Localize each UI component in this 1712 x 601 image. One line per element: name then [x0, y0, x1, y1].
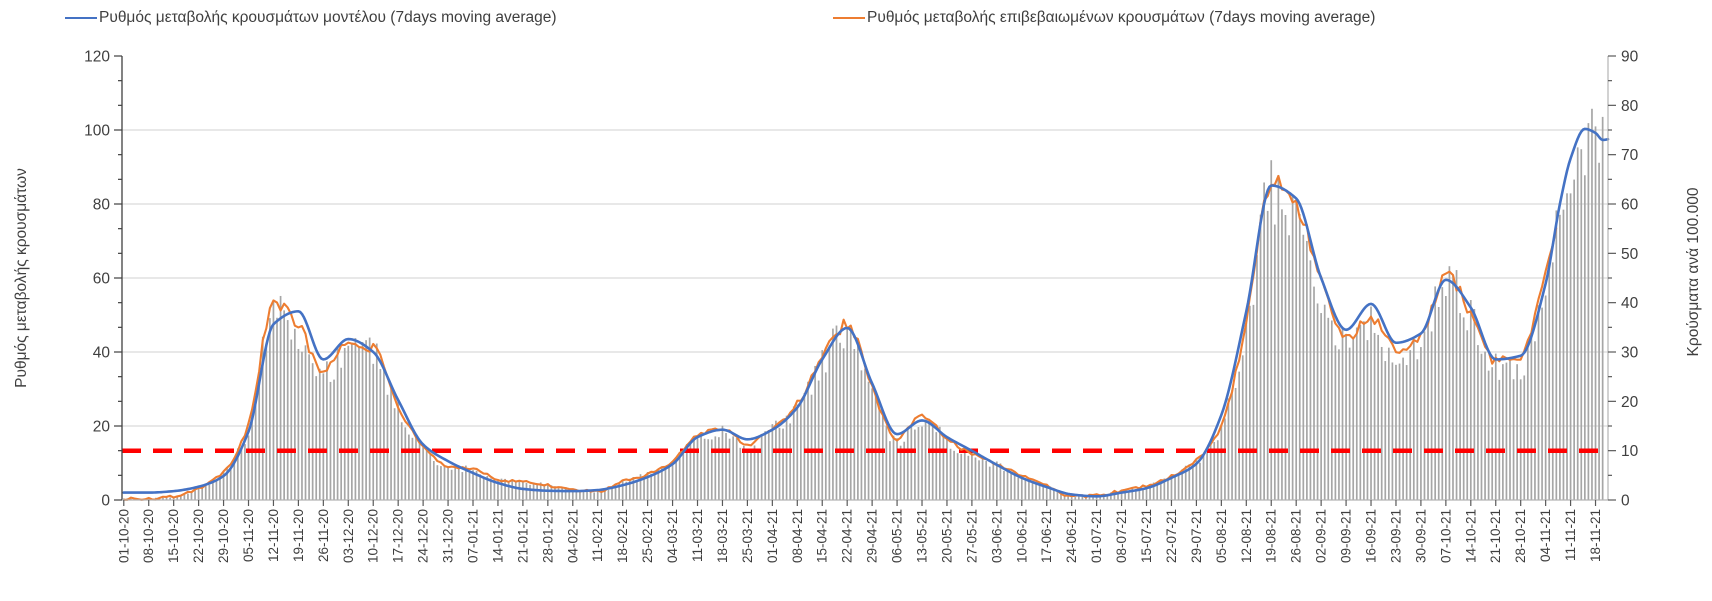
svg-text:19-08-21: 19-08-21: [1264, 509, 1279, 563]
svg-text:04-02-21: 04-02-21: [565, 509, 580, 563]
svg-text:90: 90: [1621, 49, 1639, 66]
svg-text:28-01-21: 28-01-21: [540, 509, 555, 563]
svg-text:22-04-21: 22-04-21: [840, 509, 855, 563]
svg-text:01-07-21: 01-07-21: [1089, 509, 1104, 563]
svg-text:12-11-20: 12-11-20: [266, 509, 281, 562]
svg-text:50: 50: [1621, 246, 1639, 263]
svg-text:18-02-21: 18-02-21: [615, 509, 630, 563]
svg-text:12-08-21: 12-08-21: [1239, 509, 1254, 563]
svg-text:04-11-21: 04-11-21: [1538, 509, 1553, 562]
svg-text:29-04-21: 29-04-21: [865, 509, 880, 563]
svg-text:06-05-21: 06-05-21: [890, 509, 905, 563]
svg-text:07-10-21: 07-10-21: [1438, 509, 1453, 563]
svg-text:04-03-21: 04-03-21: [665, 509, 680, 563]
svg-text:30: 30: [1621, 345, 1639, 362]
svg-text:17-06-21: 17-06-21: [1039, 509, 1054, 563]
svg-text:10: 10: [1621, 443, 1639, 460]
svg-text:20: 20: [93, 419, 111, 436]
svg-text:13-05-21: 13-05-21: [915, 509, 930, 563]
confirmed-line-swatch: [833, 16, 865, 20]
svg-text:14-10-21: 14-10-21: [1463, 509, 1478, 563]
svg-text:02-09-21: 02-09-21: [1314, 509, 1329, 563]
svg-text:11-11-21: 11-11-21: [1563, 509, 1578, 561]
svg-text:20: 20: [1621, 394, 1639, 411]
svg-text:100: 100: [84, 123, 110, 140]
svg-text:01-04-21: 01-04-21: [765, 509, 780, 563]
svg-text:03-12-20: 03-12-20: [341, 509, 356, 563]
svg-text:29-10-20: 29-10-20: [216, 509, 231, 563]
model-line: [122, 127, 1610, 498]
svg-text:10-06-21: 10-06-21: [1014, 509, 1029, 563]
svg-text:21-01-21: 21-01-21: [515, 509, 530, 563]
svg-text:20-05-21: 20-05-21: [939, 509, 954, 563]
svg-text:15-04-21: 15-04-21: [815, 509, 830, 563]
svg-text:18-11-21: 18-11-21: [1588, 509, 1603, 562]
svg-text:29-07-21: 29-07-21: [1189, 509, 1204, 563]
model-line-swatch: [65, 16, 97, 20]
svg-text:11-02-21: 11-02-21: [590, 509, 605, 562]
svg-text:24-06-21: 24-06-21: [1064, 509, 1079, 563]
svg-text:23-09-21: 23-09-21: [1388, 509, 1403, 563]
svg-text:80: 80: [93, 197, 111, 214]
svg-text:31-12-20: 31-12-20: [441, 509, 456, 563]
svg-text:0: 0: [101, 493, 110, 510]
svg-text:26-08-21: 26-08-21: [1289, 509, 1304, 563]
svg-text:08-10-20: 08-10-20: [141, 509, 156, 563]
svg-text:15-07-21: 15-07-21: [1139, 509, 1154, 563]
svg-text:16-09-21: 16-09-21: [1364, 509, 1379, 563]
svg-text:28-10-21: 28-10-21: [1513, 509, 1528, 563]
svg-text:15-10-20: 15-10-20: [166, 509, 181, 563]
svg-text:60: 60: [93, 271, 111, 288]
svg-text:60: 60: [1621, 197, 1639, 214]
svg-text:17-12-20: 17-12-20: [391, 509, 406, 563]
x-axis-labels: 01-10-20 08-10-20 15-10-20 22-10-20 29-10-20…: [116, 500, 1603, 563]
svg-text:25-03-21: 25-03-21: [740, 509, 755, 563]
svg-text:40: 40: [1621, 295, 1639, 312]
svg-text:03-06-21: 03-06-21: [989, 509, 1004, 563]
svg-text:30-09-21: 30-09-21: [1413, 509, 1428, 563]
svg-text:22-07-21: 22-07-21: [1164, 509, 1179, 563]
axes: [114, 55, 1616, 501]
svg-text:24-12-20: 24-12-20: [416, 509, 431, 563]
svg-text:01-10-20: 01-10-20: [116, 509, 131, 563]
svg-text:27-05-21: 27-05-21: [964, 509, 979, 563]
svg-text:19-11-20: 19-11-20: [291, 509, 306, 562]
legend-label-confirmed: Ρυθμός μεταβολής επιβεβαιωμένων κρουσμάτ…: [867, 9, 1376, 26]
svg-text:80: 80: [1621, 98, 1639, 115]
svg-text:21-10-21: 21-10-21: [1488, 509, 1503, 563]
svg-text:18-03-21: 18-03-21: [715, 509, 730, 563]
svg-text:09-09-21: 09-09-21: [1339, 509, 1354, 563]
svg-text:10-12-20: 10-12-20: [366, 509, 381, 563]
svg-text:40: 40: [93, 345, 111, 362]
svg-text:14-01-21: 14-01-21: [490, 509, 505, 563]
daily-cases-bars: [122, 108, 1604, 501]
legend-item-confirmed: Ρυθμός μεταβολής επιβεβαιωμένων κρουσμάτ…: [833, 8, 1375, 28]
svg-text:11-03-21: 11-03-21: [690, 509, 705, 562]
svg-text:05-08-21: 05-08-21: [1214, 509, 1229, 563]
axis-tick-labels: 0 20 40 60 80 100 120 0 10 20 30 40 50 60 70 80 90: [84, 49, 1638, 510]
svg-text:07-01-21: 07-01-21: [466, 509, 481, 563]
svg-text:26-11-20: 26-11-20: [316, 509, 331, 562]
svg-text:70: 70: [1621, 147, 1639, 164]
svg-text:08-07-21: 08-07-21: [1114, 509, 1129, 563]
legend-label-model: Ρυθμός μεταβολής κρουσμάτων μοντέλου (7d…: [99, 9, 557, 26]
svg-text:05-11-20: 05-11-20: [241, 509, 256, 562]
svg-text:0: 0: [1621, 493, 1630, 510]
svg-text:120: 120: [84, 49, 110, 66]
svg-text:22-10-20: 22-10-20: [191, 509, 206, 563]
legend-item-model: Ρυθμός μεταβολής κρουσμάτων μοντέλου (7d…: [65, 8, 557, 28]
svg-text:25-02-21: 25-02-21: [640, 509, 655, 563]
svg-text:08-04-21: 08-04-21: [790, 509, 805, 563]
